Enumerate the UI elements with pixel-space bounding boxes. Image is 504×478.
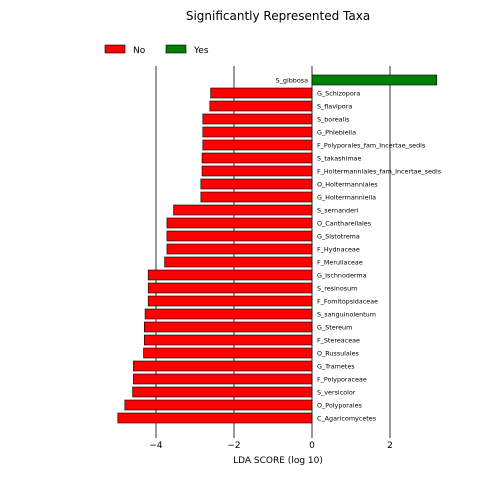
bar-label: S_borealis bbox=[317, 115, 350, 123]
bar-label: S_resinosum bbox=[317, 284, 357, 292]
bar bbox=[147, 282, 313, 294]
bar-label: F_Stereaceae bbox=[317, 336, 360, 344]
bar-label: O_Russulales bbox=[317, 349, 360, 357]
bar-label: F_Fomitopsidaceae bbox=[317, 297, 378, 305]
bar bbox=[117, 412, 313, 424]
bar bbox=[201, 152, 313, 164]
bar bbox=[311, 74, 438, 86]
x-axis: −4 −2 0 2 bbox=[149, 434, 393, 451]
x-tick-label: −4 bbox=[149, 441, 163, 451]
bar bbox=[147, 295, 313, 307]
bar bbox=[202, 113, 313, 125]
bar-label: F_Holtermanniales_fam_Incertae_sedis bbox=[317, 167, 442, 175]
bar-label: F_Meruliaceae bbox=[317, 258, 363, 266]
bar-label: S_takashimae bbox=[317, 154, 361, 162]
bar-label: G_Schizopora bbox=[317, 89, 360, 97]
bar-label: F_Hydnaceae bbox=[317, 245, 360, 253]
legend-label-yes: Yes bbox=[193, 46, 209, 56]
bar bbox=[147, 269, 313, 281]
bar bbox=[124, 399, 313, 411]
bar bbox=[201, 165, 313, 177]
bar-label: G_Trametes bbox=[317, 362, 355, 370]
bar-label: S_versicolor bbox=[317, 388, 356, 396]
legend-swatch-no bbox=[104, 44, 126, 54]
bar-label: S_flavipora bbox=[317, 102, 352, 110]
bar bbox=[144, 308, 313, 320]
bar-label: G_Phlebiella bbox=[317, 128, 356, 136]
bar bbox=[166, 243, 313, 255]
bar bbox=[144, 321, 313, 333]
bar bbox=[202, 139, 313, 151]
bar-label: C_Agaricomycetes bbox=[317, 414, 377, 422]
bar-labels: S_gibbosa G_Schizopora S_flavipora S_boreal… bbox=[276, 76, 442, 422]
bar bbox=[164, 256, 313, 268]
chart-title: Significantly Represented Taxa bbox=[186, 9, 370, 23]
bar bbox=[166, 217, 313, 229]
legend: No Yes bbox=[104, 44, 209, 56]
bar-label: S_sernanderi bbox=[317, 206, 359, 214]
bar-label: O_Holtermanniales bbox=[317, 180, 378, 188]
legend-label-no: No bbox=[133, 46, 146, 56]
bar bbox=[200, 178, 313, 190]
bar bbox=[173, 204, 313, 216]
bar-label: G_Holtermanniella bbox=[317, 193, 376, 201]
bar bbox=[210, 87, 313, 99]
bar-series bbox=[117, 74, 438, 424]
x-tick-label: −2 bbox=[227, 441, 240, 451]
legend-swatch-yes bbox=[165, 44, 187, 54]
bar bbox=[202, 126, 313, 138]
bar-label: O_Polyporales bbox=[317, 401, 363, 409]
bar bbox=[209, 100, 313, 112]
bar bbox=[166, 230, 313, 242]
bar-label: G_Stereum bbox=[317, 323, 352, 331]
bar-label: G_Sistotrema bbox=[317, 232, 360, 240]
bar-label: F_Polyporaceae bbox=[317, 375, 367, 383]
bar-label: G_Ischnoderma bbox=[317, 271, 367, 279]
x-axis-label: LDA SCORE (log 10) bbox=[233, 456, 323, 466]
bar-label: O_Cantharellales bbox=[317, 219, 372, 227]
bar-label: S_sanguinolentum bbox=[317, 310, 376, 318]
bar bbox=[133, 360, 313, 372]
bar bbox=[200, 191, 313, 203]
bar-label: F_Polyporales_fam_Incertae_sedis bbox=[317, 141, 426, 149]
bar bbox=[143, 347, 313, 359]
x-tick-label: 0 bbox=[309, 441, 315, 451]
bar-label: S_gibbosa bbox=[276, 76, 308, 84]
x-tick-label: 2 bbox=[387, 441, 393, 451]
bar bbox=[133, 373, 313, 385]
bar bbox=[144, 334, 313, 346]
bar bbox=[132, 386, 313, 398]
